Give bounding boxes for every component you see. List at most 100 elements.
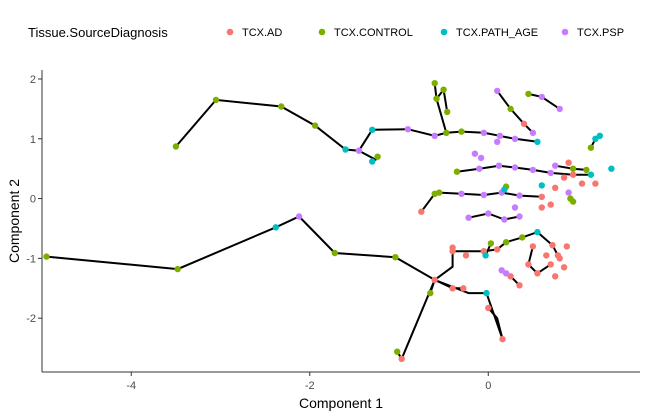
data-point — [483, 289, 490, 297]
data-point — [462, 252, 470, 259]
legend-key — [440, 28, 448, 36]
data-point — [485, 210, 492, 217]
data-point — [476, 165, 483, 172]
data-point — [538, 93, 545, 101]
data-point — [556, 105, 563, 113]
data-point — [494, 138, 501, 145]
data-point — [495, 162, 503, 169]
legend-title: Tissue.SourceDiagnosis — [28, 25, 168, 40]
y-tick-label: -1 — [26, 253, 36, 265]
trajectory-edge — [456, 164, 592, 176]
trajectory-edge — [498, 134, 539, 143]
data-point — [418, 208, 425, 215]
data-point — [480, 191, 487, 199]
data-point — [511, 135, 519, 142]
data-point — [516, 192, 523, 199]
data-point — [278, 103, 285, 110]
data-point — [534, 138, 541, 145]
data-point — [520, 120, 528, 128]
y-tick-label: 2 — [30, 74, 36, 86]
data-point — [608, 165, 615, 172]
data-point — [501, 216, 508, 223]
data-point — [587, 171, 595, 178]
data-point — [501, 186, 508, 193]
data-point — [499, 335, 506, 343]
legend-key — [561, 28, 569, 36]
data-point — [534, 270, 541, 277]
x-tick-label: 0 — [485, 380, 491, 392]
legend-label: TCX.PATH_AGE — [456, 27, 538, 39]
data-point — [507, 273, 514, 280]
data-point — [485, 304, 492, 312]
data-point — [565, 159, 572, 166]
data-point — [465, 214, 472, 221]
data-point — [174, 265, 181, 273]
data-point — [578, 180, 586, 187]
data-point — [404, 126, 412, 133]
data-point — [212, 96, 220, 104]
data-point — [433, 95, 440, 102]
data-point — [355, 147, 363, 154]
data-point — [431, 132, 438, 139]
data-point — [529, 166, 537, 174]
data-point — [398, 355, 405, 362]
plot-area — [43, 80, 615, 362]
data-point — [538, 204, 545, 211]
data-point — [272, 224, 279, 231]
data-point — [443, 129, 450, 136]
data-point — [596, 132, 603, 139]
y-tick-label: -2 — [26, 313, 36, 325]
data-point — [592, 180, 599, 187]
data-point — [477, 154, 485, 162]
data-point — [543, 252, 550, 259]
data-point — [502, 239, 510, 246]
data-point — [552, 162, 559, 169]
data-point — [311, 122, 319, 129]
data-point — [587, 144, 595, 151]
x-tick-label: -4 — [126, 380, 136, 392]
data-point — [471, 150, 479, 157]
data-point — [494, 246, 501, 253]
data-point — [431, 80, 438, 87]
data-point — [560, 174, 568, 181]
data-point — [394, 348, 401, 355]
data-point — [392, 254, 399, 261]
data-point — [494, 87, 501, 95]
data-point — [569, 165, 577, 172]
legend-key — [226, 28, 234, 36]
data-point — [427, 289, 434, 297]
data-point — [538, 193, 545, 200]
data-point — [369, 158, 376, 165]
trajectory-edge — [467, 212, 521, 221]
data-point — [556, 255, 563, 262]
data-point — [525, 90, 532, 98]
data-point — [549, 242, 556, 249]
data-point — [449, 285, 456, 292]
data-point — [342, 146, 349, 153]
data-point — [295, 213, 303, 220]
data-point — [552, 273, 559, 280]
trajectory-edge — [45, 215, 504, 341]
data-point — [431, 276, 438, 284]
data-point — [374, 153, 381, 160]
data-point — [516, 282, 523, 289]
data-point — [482, 252, 489, 259]
data-point — [480, 129, 487, 136]
legend-label: TCX.CONTROL — [334, 27, 413, 39]
data-point — [458, 128, 465, 135]
data-point — [563, 243, 570, 250]
data-point — [431, 190, 438, 197]
trajectory-edge — [420, 192, 436, 213]
y-tick-label: 0 — [30, 194, 36, 206]
data-point — [552, 184, 559, 191]
data-point — [496, 132, 504, 139]
y-tick-label: 1 — [30, 134, 36, 146]
legend-label: TCX.AD — [242, 27, 282, 39]
data-point — [583, 166, 590, 174]
data-point — [529, 129, 537, 136]
x-ticks: -4 -2 0 — [126, 372, 491, 392]
data-point — [569, 171, 577, 178]
data-point — [449, 248, 456, 255]
data-point — [547, 169, 554, 177]
